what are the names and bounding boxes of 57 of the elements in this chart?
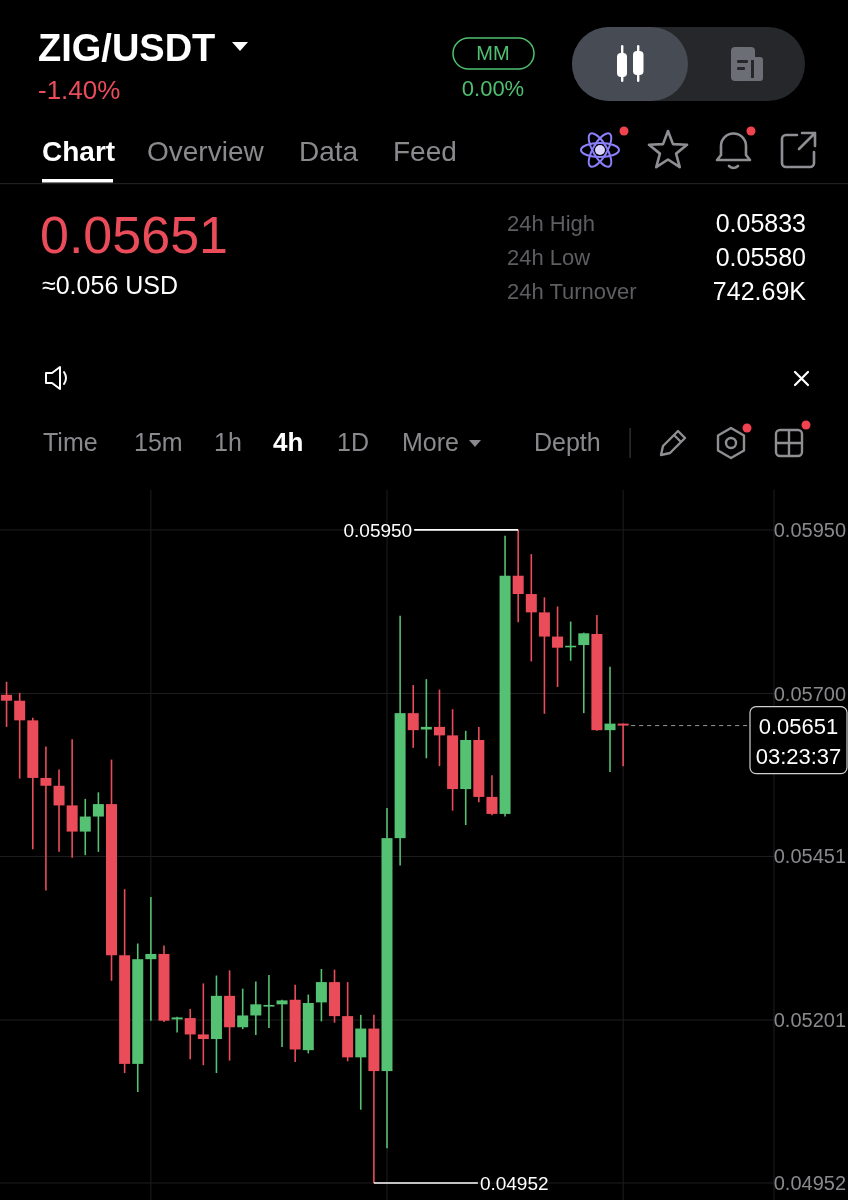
candlestick bbox=[486, 774, 498, 817]
text: Feed bbox=[393, 136, 457, 167]
candlestick bbox=[604, 665, 616, 773]
candlestick bbox=[1, 680, 13, 728]
annotation: 03:23:37 bbox=[755, 743, 842, 769]
y-tick-label: 0.05700 bbox=[773, 682, 846, 705]
candlestick bbox=[407, 684, 419, 749]
text: 0.00% bbox=[461, 76, 525, 101]
text: -1.40% bbox=[38, 75, 121, 105]
text: 15m bbox=[134, 428, 183, 456]
text: 0.05651 bbox=[40, 206, 228, 264]
y-tick-label: 0.05451 bbox=[773, 845, 846, 868]
candlestick bbox=[552, 605, 564, 688]
candlestick bbox=[14, 692, 26, 780]
text: More bbox=[402, 428, 459, 456]
annotation: 0.04952 bbox=[479, 1172, 549, 1194]
text: 24h High bbox=[507, 211, 596, 236]
candlestick bbox=[250, 980, 262, 1036]
candlestick bbox=[276, 998, 288, 1048]
text: 24h Low bbox=[507, 245, 591, 270]
text: 1D bbox=[337, 428, 369, 456]
candlestick bbox=[420, 678, 432, 760]
candlestick bbox=[40, 745, 52, 892]
candlestick bbox=[79, 798, 91, 856]
text: 4h bbox=[273, 427, 304, 457]
text: Depth bbox=[534, 428, 601, 456]
text: Data bbox=[299, 136, 359, 167]
candlestick bbox=[92, 791, 104, 853]
candlestick bbox=[525, 553, 537, 663]
text: Chart bbox=[42, 136, 116, 167]
text: Time bbox=[43, 428, 98, 456]
candlestick bbox=[197, 982, 209, 1066]
candlestick bbox=[578, 631, 590, 714]
candlestick bbox=[53, 768, 65, 853]
y-tick-label: 0.05201 bbox=[773, 1009, 846, 1032]
candlestick bbox=[184, 1008, 196, 1061]
text: 0.05833 bbox=[715, 209, 806, 237]
candlestick bbox=[237, 987, 249, 1031]
candlestick bbox=[512, 529, 524, 623]
y-tick-label: 0.05950 bbox=[773, 518, 846, 541]
text: ZIG/USDT bbox=[38, 27, 216, 69]
text: Overview bbox=[147, 136, 265, 167]
text: MM bbox=[476, 42, 510, 64]
text: 742.69K bbox=[712, 277, 807, 305]
text: 0.05580 bbox=[715, 243, 806, 271]
annotation: 0.05950 bbox=[343, 519, 413, 541]
candlestick bbox=[171, 1015, 183, 1034]
text: ≈0.056 USD bbox=[42, 271, 179, 299]
text: 24h Turnover bbox=[507, 279, 637, 304]
text: 1h bbox=[214, 428, 242, 456]
y-tick-label: 0.04952 bbox=[773, 1171, 846, 1194]
candlestick bbox=[433, 688, 445, 767]
candlestick bbox=[315, 968, 327, 1023]
candlestick bbox=[145, 896, 157, 1022]
candlestick bbox=[263, 974, 275, 1029]
candlestick bbox=[617, 722, 629, 767]
annotation: 0.05651 bbox=[758, 713, 839, 739]
